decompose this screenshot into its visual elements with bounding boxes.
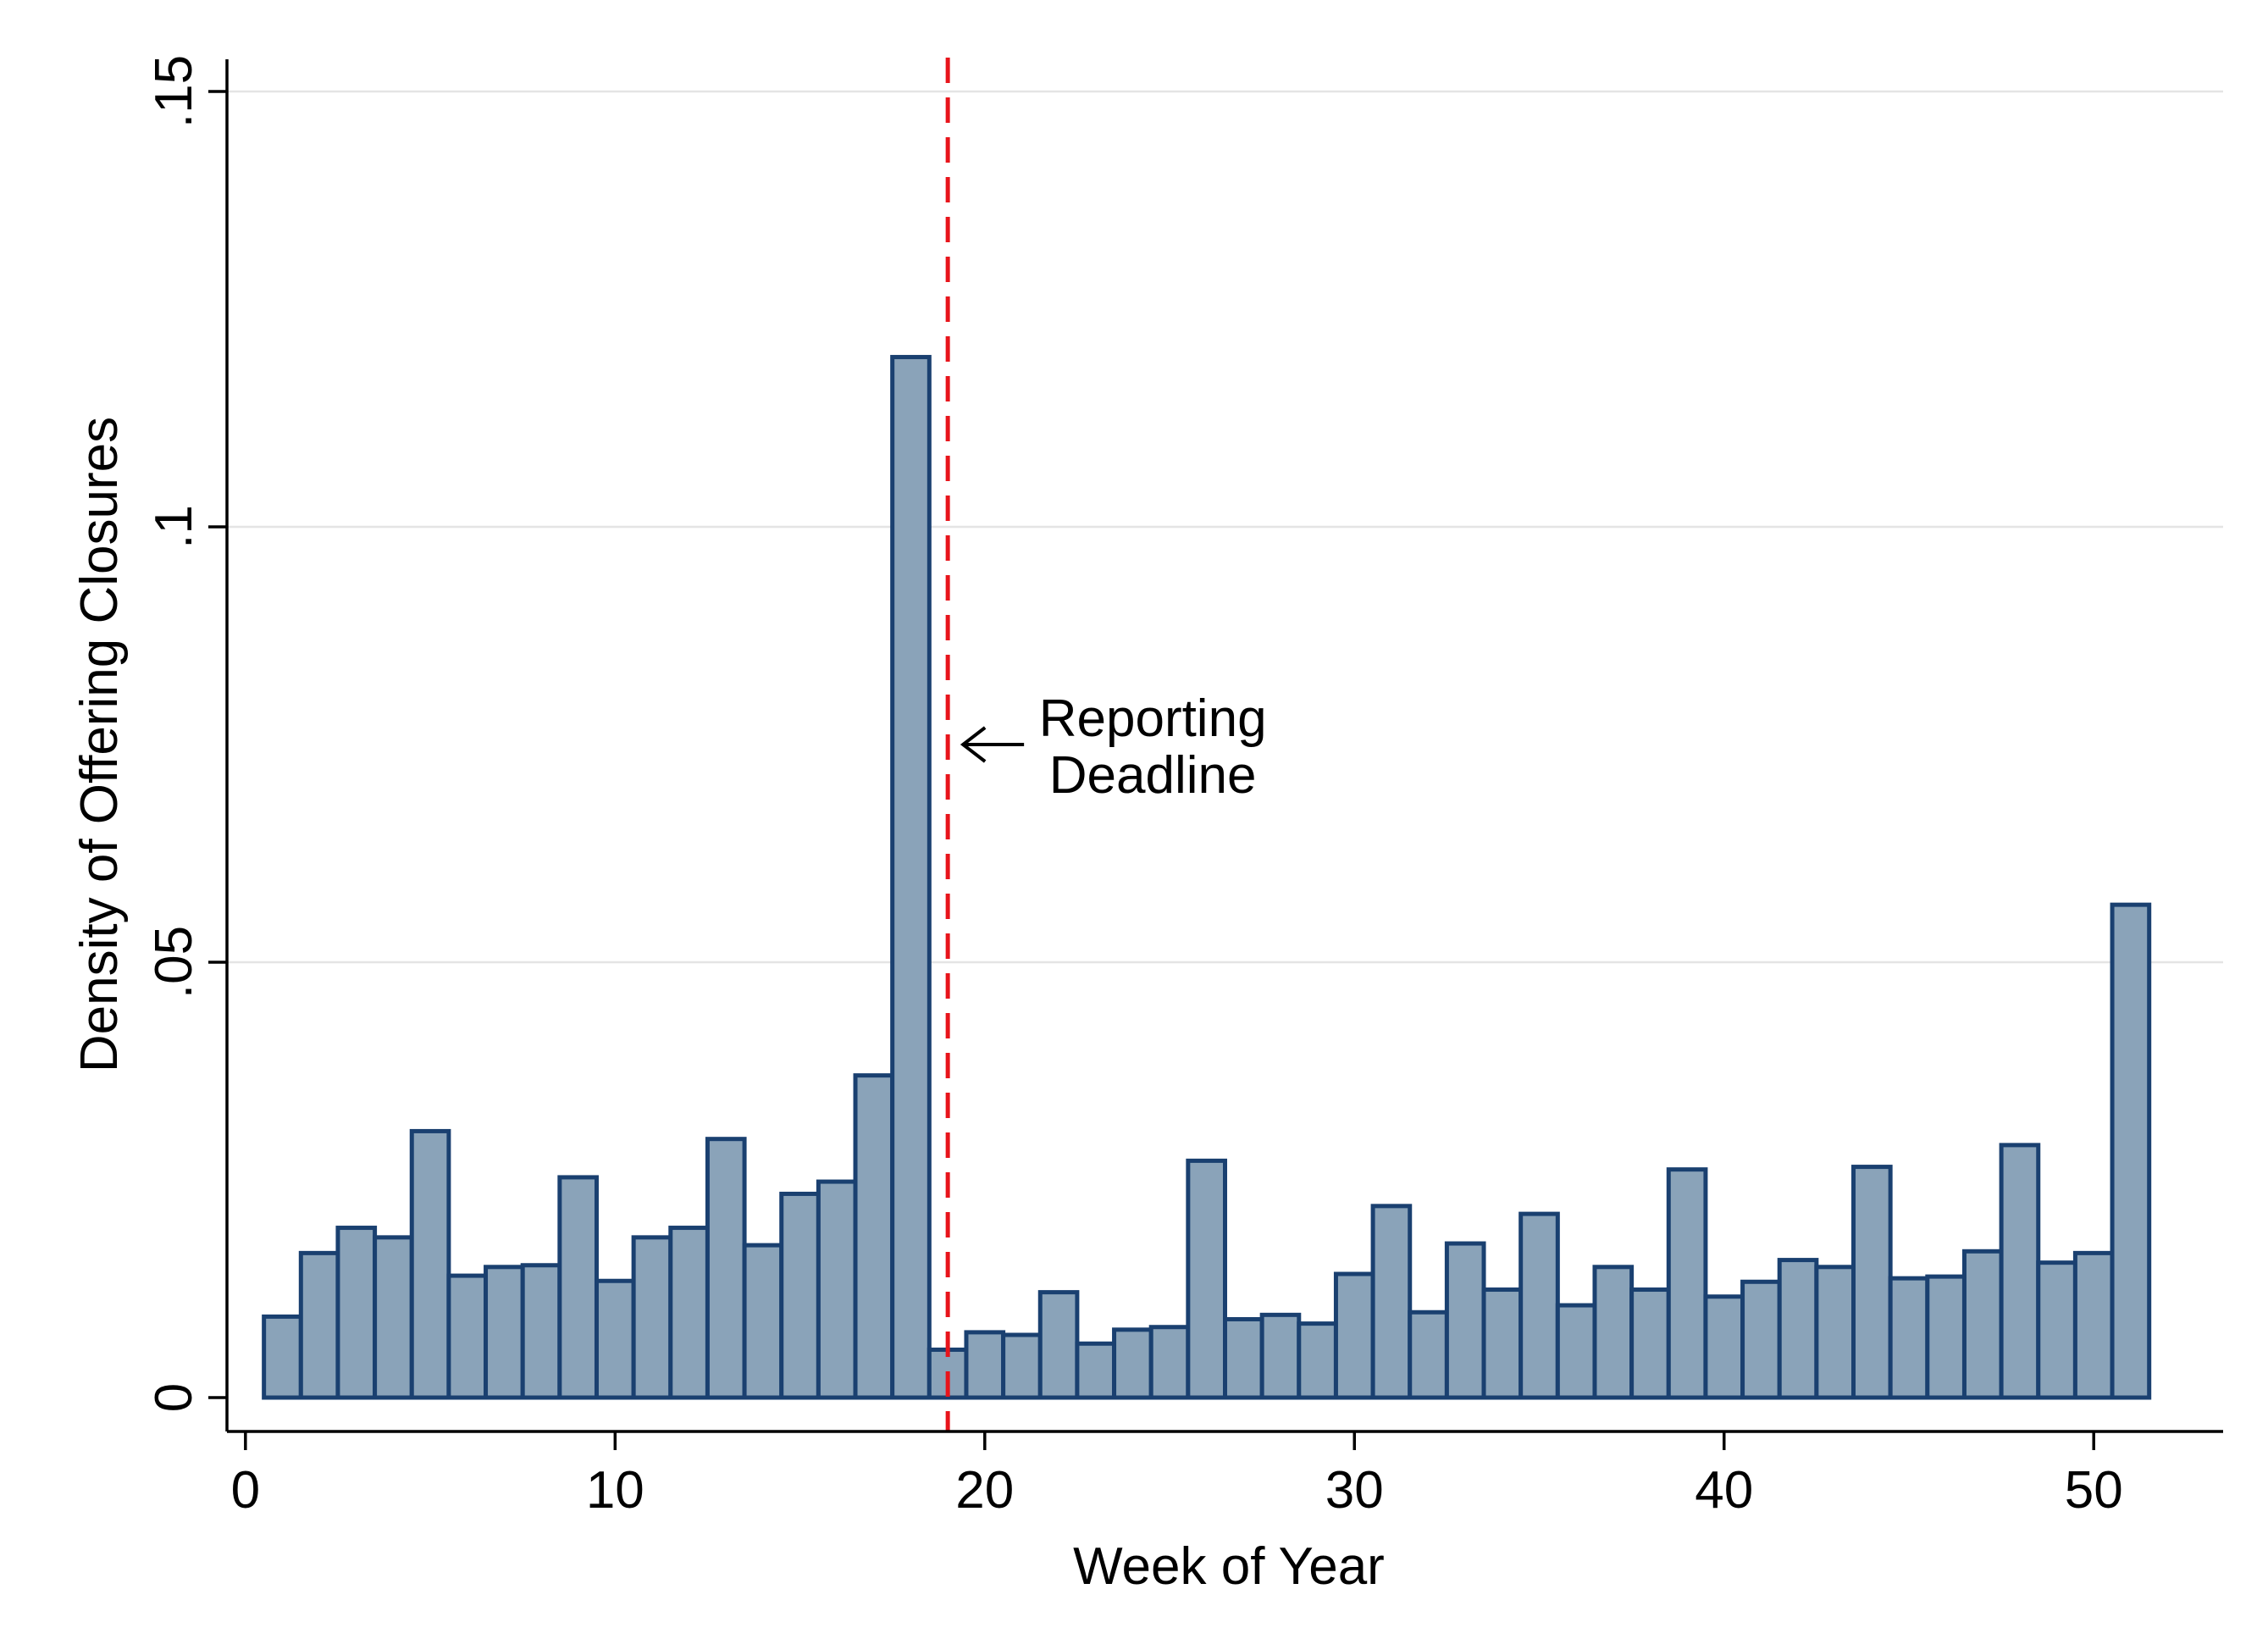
bar-week-39 — [1666, 1167, 1708, 1400]
y-tick-label-2: .1 — [145, 505, 203, 549]
y-tick-label-1: .05 — [145, 926, 203, 999]
bar-week-2 — [298, 1250, 340, 1400]
bar-week-46 — [1925, 1274, 1967, 1400]
axes — [225, 59, 2223, 1433]
bar-week-26 — [1186, 1158, 1227, 1400]
x-tick-label-2: 20 — [955, 1461, 1014, 1520]
gridlines — [227, 90, 2223, 964]
bar-week-49 — [2036, 1260, 2077, 1400]
bar-week-38 — [1629, 1287, 1671, 1400]
y-axis-title: Density of Offering Closures — [70, 417, 129, 1072]
bar-week-48 — [1999, 1143, 2041, 1400]
bar-week-36 — [1555, 1303, 1597, 1400]
bar-week-15 — [779, 1191, 821, 1400]
bar-week-51 — [2110, 902, 2152, 1400]
bar-week-45 — [1888, 1276, 1930, 1400]
bar-week-29 — [1297, 1321, 1338, 1400]
bar-week-4 — [373, 1235, 414, 1400]
bar-week-25 — [1148, 1325, 1191, 1400]
bar-week-50 — [2072, 1250, 2115, 1400]
bar-week-22 — [1037, 1290, 1080, 1400]
bar-week-3 — [335, 1226, 378, 1400]
x-tick-label-4: 40 — [1695, 1461, 1753, 1520]
x-tick-label-3: 30 — [1325, 1461, 1384, 1520]
bar-week-43 — [1814, 1265, 1856, 1400]
annotation-arrowhead — [960, 726, 987, 763]
bar-week-18 — [890, 355, 932, 1400]
bar-week-8 — [520, 1263, 562, 1400]
bars — [262, 355, 2152, 1400]
bar-week-44 — [1851, 1165, 1893, 1400]
bar-week-24 — [1112, 1327, 1153, 1400]
bar-week-40 — [1703, 1294, 1745, 1400]
bar-week-1 — [262, 1314, 303, 1400]
bar-week-41 — [1740, 1279, 1782, 1400]
x-tick-label-5: 50 — [2065, 1461, 2123, 1520]
annotation-text-line-2: Deadline — [1049, 746, 1257, 805]
bar-week-10 — [594, 1278, 636, 1400]
bar-week-5 — [409, 1128, 451, 1400]
bar-week-30 — [1333, 1271, 1375, 1400]
x-ticks: 0 10 20 30 40 50 — [231, 1431, 2123, 1520]
bar-week-47 — [1961, 1249, 2004, 1400]
y-ticks: 0 .05 .1 .15 — [145, 55, 227, 1412]
annotation-text-line-1: Reporting — [1039, 689, 1267, 748]
y-tick-label-0: 0 — [145, 1383, 203, 1412]
x-axis-title: Week of Year — [1073, 1537, 1385, 1596]
bar-week-28 — [1259, 1312, 1302, 1400]
bar-week-14 — [742, 1243, 784, 1400]
bar-week-23 — [1075, 1341, 1117, 1400]
bar-week-7 — [484, 1265, 525, 1400]
x-tick-label-1: 10 — [586, 1461, 644, 1520]
bar-week-37 — [1592, 1265, 1635, 1400]
bar-week-12 — [668, 1226, 710, 1400]
bar-week-31 — [1370, 1204, 1413, 1400]
bar-week-11 — [631, 1235, 673, 1400]
bar-week-6 — [446, 1273, 489, 1400]
bar-week-27 — [1223, 1316, 1264, 1400]
bar-week-35 — [1518, 1211, 1560, 1400]
bar-week-17 — [853, 1073, 895, 1400]
bar-week-34 — [1481, 1287, 1524, 1400]
bar-week-33 — [1444, 1241, 1486, 1400]
bar-week-32 — [1408, 1309, 1449, 1400]
bar-week-42 — [1777, 1258, 1819, 1400]
bar-week-9 — [557, 1175, 599, 1400]
bar-week-21 — [1001, 1332, 1043, 1400]
bar-week-13 — [705, 1137, 747, 1400]
bar-week-16 — [816, 1179, 858, 1400]
annotation: Reporting Deadline — [960, 689, 1267, 805]
bar-week-20 — [964, 1330, 1006, 1400]
x-tick-label-0: 0 — [231, 1461, 260, 1520]
y-tick-label-3: .15 — [145, 55, 203, 128]
